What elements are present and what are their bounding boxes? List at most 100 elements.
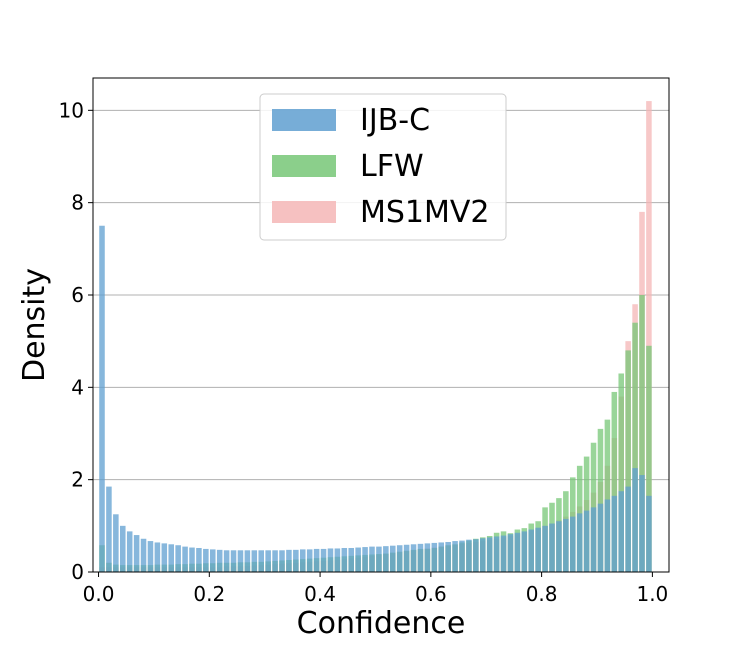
legend-label-ms1mv2: MS1MV2 (360, 195, 490, 230)
y-tick-label: 4 (71, 375, 84, 399)
bar-ijbc (230, 550, 237, 572)
y-axis-ticks: 0 2 4 6 8 10 (59, 98, 93, 584)
bar-ijbc (514, 532, 521, 572)
legend: IJB-C LFW MS1MV2 (259, 93, 507, 241)
y-tick-label: 10 (59, 98, 84, 122)
bar-ijbc (583, 510, 590, 572)
bar-lfw (632, 322, 638, 572)
y-tick-label: 6 (71, 283, 84, 307)
bar-ijbc (99, 225, 105, 572)
bar-lfw (639, 294, 645, 572)
x-axis-label: Confidence (297, 606, 466, 641)
bar-ijbc (175, 545, 181, 572)
bar-ijbc (251, 550, 258, 572)
bar-ijbc (341, 547, 348, 572)
bar-ijbc (639, 475, 645, 572)
histogram-bars (99, 101, 652, 573)
bar-lfw (597, 428, 604, 572)
bar-ijbc (438, 542, 444, 572)
bar-ijbc (161, 543, 168, 572)
bar-ijbc (203, 548, 209, 572)
bar-ijbc (576, 513, 583, 572)
bar-ijbc (480, 538, 486, 572)
bar-lfw (611, 391, 618, 572)
bar-ms1mv2 (646, 101, 652, 573)
bar-ijbc (507, 534, 514, 572)
bar-ijbc (563, 518, 569, 572)
bar-ijbc (466, 539, 472, 572)
bar-ijbc (493, 536, 500, 572)
bar-ijbc (431, 542, 438, 572)
legend-swatch-ijbc (272, 109, 336, 131)
bar-ijbc (424, 543, 431, 572)
x-tick-label: 0.0 (83, 582, 115, 606)
bar-ijbc (126, 531, 133, 572)
bar-ijbc (528, 529, 534, 572)
bar-ijbc (216, 549, 223, 572)
y-tick-label: 0 (71, 560, 84, 584)
bar-lfw (625, 350, 631, 572)
bar-ijbc (403, 544, 410, 572)
bar-ijbc (542, 525, 548, 572)
bar-ijbc (223, 550, 230, 572)
bar-ijbc (646, 495, 652, 572)
bar-ijbc (147, 541, 154, 572)
bar-ijbc (189, 547, 195, 572)
legend-label-ijbc: IJB-C (360, 103, 430, 138)
x-tick-label: 0.2 (193, 582, 225, 606)
bar-ijbc (362, 547, 368, 572)
bar-ijbc (300, 549, 306, 572)
bar-ijbc (182, 546, 188, 572)
bar-ijbc (265, 550, 271, 572)
bar-ijbc (452, 541, 458, 572)
bar-ijbc (390, 545, 396, 572)
bar-ijbc (293, 549, 299, 572)
bar-ijbc (459, 540, 465, 572)
bar-ijbc (500, 535, 507, 572)
bar-ijbc (556, 521, 562, 572)
bar-ijbc (120, 525, 126, 572)
x-tick-label: 1.0 (636, 582, 668, 606)
x-tick-label: 0.8 (526, 582, 558, 606)
bar-ijbc (113, 514, 119, 572)
bar-ijbc (369, 546, 375, 572)
bar-ijbc (549, 523, 555, 572)
y-axis-label: Density (17, 268, 52, 382)
bar-ijbc (383, 546, 389, 572)
bar-ijbc (196, 547, 202, 572)
bar-ijbc (625, 486, 631, 572)
bar-ijbc (133, 535, 140, 572)
bar-ijbc (327, 548, 334, 572)
legend-label-lfw: LFW (360, 149, 424, 184)
bar-ijbc (140, 538, 147, 572)
y-tick-label: 2 (71, 468, 84, 492)
bar-ijbc (154, 542, 161, 572)
bar-ijbc (237, 550, 244, 572)
x-tick-label: 0.4 (304, 582, 336, 606)
bar-ijbc (618, 491, 624, 572)
bar-ijbc (272, 550, 278, 572)
bar-ijbc (306, 549, 313, 572)
bar-ijbc (611, 495, 618, 572)
bar-lfw (618, 373, 624, 572)
bar-ijbc (410, 544, 417, 572)
x-tick-label: 0.6 (415, 582, 447, 606)
bar-ijbc (486, 537, 493, 572)
bar-ijbc (334, 548, 341, 572)
bar-lfw (646, 345, 652, 572)
bar-ijbc (604, 499, 611, 572)
bar-ijbc (279, 550, 285, 572)
bar-ijbc (417, 543, 424, 572)
bar-lfw (604, 419, 611, 572)
bar-ijbc (521, 531, 528, 572)
bar-ijbc (597, 503, 604, 572)
x-axis-ticks: 0.0 0.2 0.4 0.6 0.8 1.0 (83, 572, 668, 606)
y-tick-label: 8 (71, 191, 84, 215)
bar-ijbc (473, 539, 479, 572)
bar-ijbc (590, 507, 597, 572)
legend-swatch-ms1mv2 (272, 201, 336, 223)
bar-ijbc (258, 550, 264, 572)
plot-frame (92, 77, 670, 573)
legend-swatch-lfw (272, 155, 336, 177)
bar-ijbc (106, 486, 112, 572)
